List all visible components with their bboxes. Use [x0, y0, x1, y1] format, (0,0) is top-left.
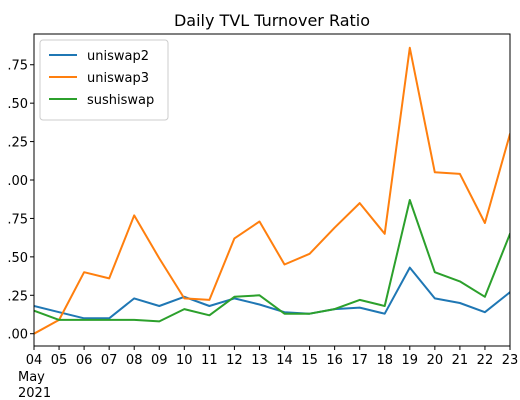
legend-label-uniswap3: uniswap3 — [87, 71, 149, 86]
x-tick-sublabel: 2021 — [18, 386, 51, 400]
x-axis: 04 05 06 07 08 09 10 11 12 13 14 15 16 17 18 19 20 21 22 23… — [18, 346, 518, 400]
x-tick-label: 23 — [502, 353, 519, 368]
x-tick-label: 22 — [477, 353, 494, 368]
x-tick-label: 08 — [126, 353, 143, 368]
x-tick-label: 05 — [51, 353, 68, 368]
x-tick-label: 17 — [351, 353, 368, 368]
x-tick-label: 21 — [452, 353, 469, 368]
y-tick-label: .50 — [7, 251, 28, 266]
x-tick-label: 07 — [101, 353, 118, 368]
x-tick-label: 09 — [151, 353, 168, 368]
x-tick-label: 12 — [226, 353, 243, 368]
x-tick-label: 15 — [301, 353, 318, 368]
x-tick-label: 06 — [76, 353, 93, 368]
x-tick-label: 14 — [276, 353, 293, 368]
series-line-uniswap3 — [34, 46, 510, 335]
series-line-sushiswap — [34, 199, 510, 323]
series-layer — [34, 46, 510, 335]
legend-label-sushiswap: sushiswap — [87, 93, 154, 108]
y-tick-label: .00 — [7, 174, 28, 189]
chart-title: Daily TVL Turnover Ratio — [174, 11, 370, 30]
x-tick-label: 10 — [176, 353, 193, 368]
x-tick-label: 18 — [376, 353, 393, 368]
y-tick-label: .75 — [7, 59, 28, 74]
y-tick-label: .75 — [7, 212, 28, 227]
legend-label-uniswap2: uniswap2 — [87, 49, 149, 64]
x-tick-label: 20 — [427, 353, 444, 368]
x-tick-label: 04 — [26, 353, 43, 368]
x-tick-label: 13 — [251, 353, 268, 368]
y-tick-label: .25 — [7, 136, 28, 151]
legend: uniswap2 uniswap3 sushiswap — [39, 39, 169, 121]
y-axis: .00 .25 .50 .75 .00 .25 .50 .75 — [7, 59, 34, 343]
y-tick-label: .50 — [7, 97, 28, 112]
axes-frame — [33, 33, 511, 347]
x-tick-sublabel: May — [18, 370, 45, 385]
y-tick-label: .25 — [7, 289, 28, 304]
x-tick-label: 19 — [402, 353, 419, 368]
x-tick-label: 16 — [326, 353, 343, 368]
x-tick-label: 11 — [201, 353, 218, 368]
series-line-uniswap2 — [34, 266, 510, 320]
y-tick-label: .00 — [7, 328, 28, 343]
